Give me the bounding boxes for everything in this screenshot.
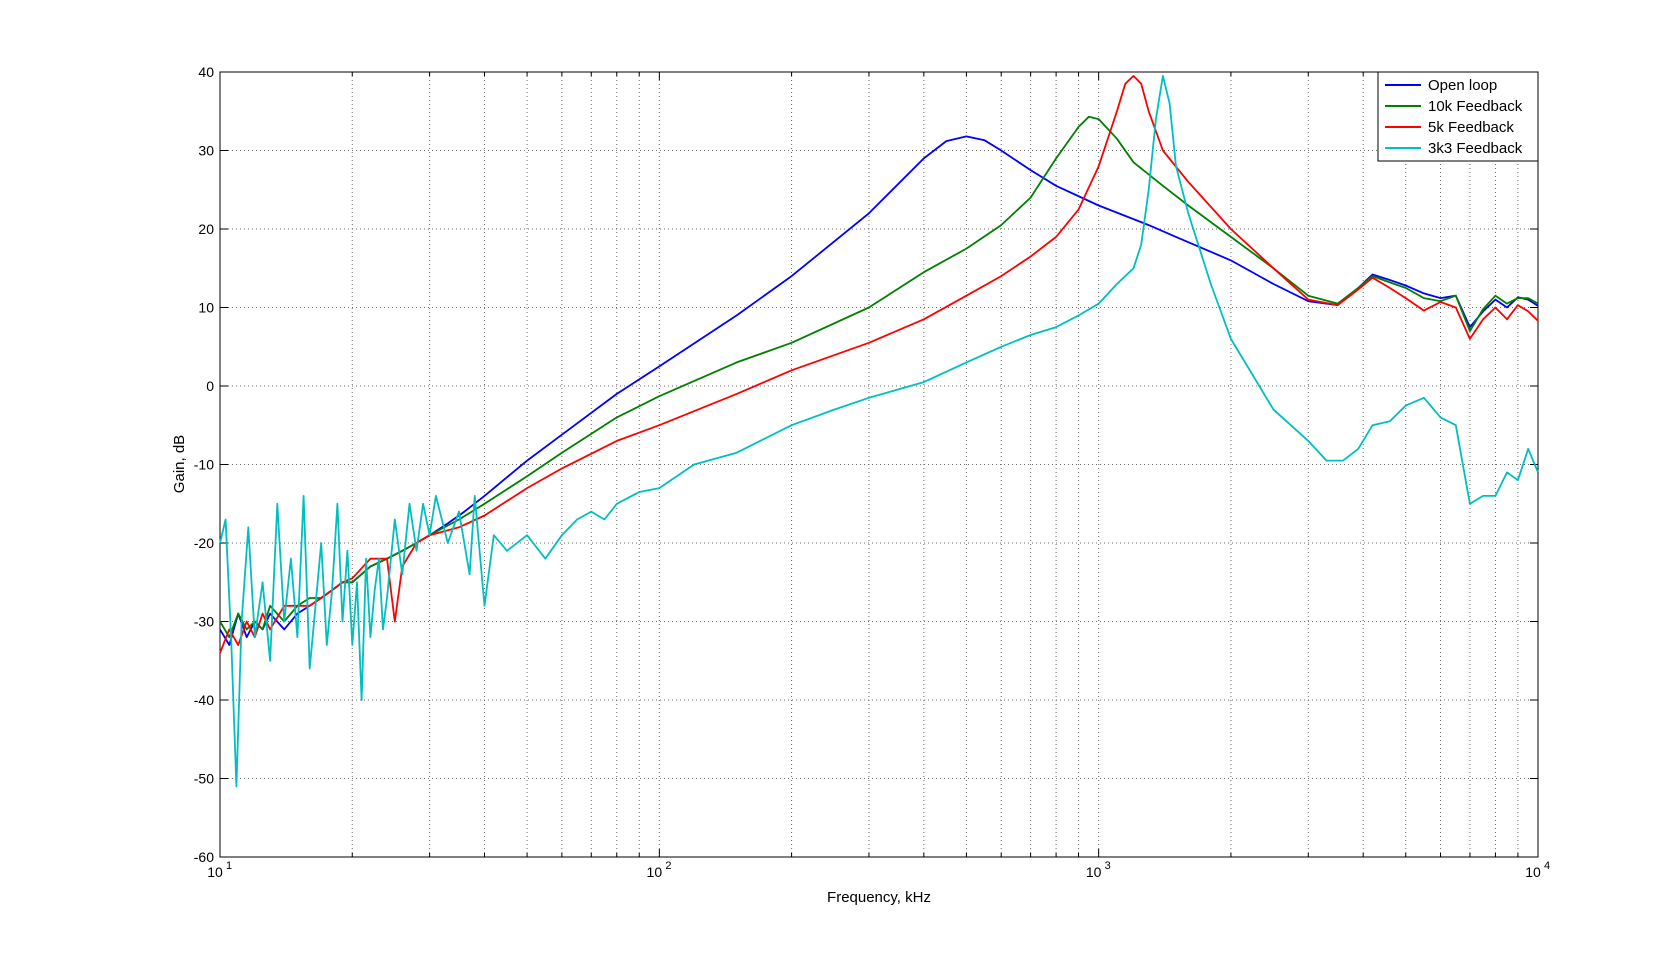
x-tick-exponent: 1 [226,860,232,872]
y-tick-label: -50 [194,771,214,787]
grid-lines [220,72,1538,857]
x-axis-label: Frequency, kHz [827,889,931,906]
y-tick-label: -60 [194,849,214,865]
series-line-3k3-feedback [219,75,1539,788]
y-axis-label: Gain, dB [171,435,188,493]
legend-label-5k-feedback: 5k Feedback [1428,119,1514,136]
x-tick-label: 10 [1525,864,1541,880]
y-tick-label: -30 [194,614,214,630]
tick-marks [219,71,1539,858]
legend: Open loop 10k Feedback 5k Feedback 3k3 F… [1377,71,1539,162]
series-line-5k-feedback [219,75,1539,654]
x-tick-label: 10 [647,864,663,880]
y-tick-label: 30 [198,143,214,159]
y-tick-label: 0 [206,378,214,394]
x-tick-exponent: 3 [1105,860,1111,872]
y-tick-label: -10 [194,457,214,473]
legend-label-3k3-feedback: 3k3 Feedback [1428,140,1523,157]
y-tick-label: -40 [194,692,214,708]
x-tick-exponent: 2 [665,860,671,872]
legend-box [1377,71,1539,162]
legend-label-open-loop: Open loop [1428,77,1497,94]
series-line-10k-feedback [219,115,1539,639]
series-lines [219,75,1539,788]
y-tick-label: 20 [198,221,214,237]
x-tick-label: 10 [207,864,223,880]
y-tick-label: 40 [198,64,214,80]
y-tick-label: -20 [194,535,214,551]
legend-label-10k-feedback: 10k Feedback [1428,98,1523,115]
series-line-open-loop [219,135,1539,646]
y-tick-label: 10 [198,300,214,316]
x-tick-label: 10 [1086,864,1102,880]
x-tick-exponent: 4 [1544,860,1550,872]
